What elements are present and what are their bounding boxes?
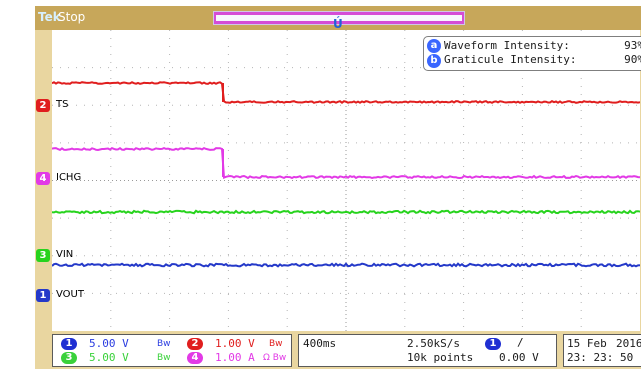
scope-window: Tek Stop Ú a Waveform Intensity: 93% b G… xyxy=(35,6,641,369)
date: 15 Feb xyxy=(567,337,607,350)
sample-rate: 2.50kS/s xyxy=(407,337,460,350)
acquisition-status: Stop xyxy=(58,10,85,24)
ch4-marker-icon[interactable]: 4 xyxy=(36,172,50,185)
info-a-icon: a xyxy=(427,39,441,53)
ch1-marker-icon[interactable]: 1 xyxy=(36,289,50,302)
trigger-slope-icon: / xyxy=(517,336,524,349)
ch2-scale: 1.00 V xyxy=(215,337,255,350)
time-per-div: 400ms xyxy=(303,337,336,350)
ch3-marker-icon[interactable]: 3 xyxy=(36,249,50,262)
ch3-scale: 5.00 V xyxy=(89,351,129,364)
ch3-label: VIN xyxy=(56,249,73,260)
waveform-intensity-value: 93% xyxy=(624,39,641,52)
ch4-label: ICHG xyxy=(56,172,81,183)
ch2-bw: Bw xyxy=(269,339,283,349)
channel-scales-box[interactable]: 1 5.00 V Bw 3 5.00 V Bw 2 1.00 V Bw 4 1.… xyxy=(52,334,292,367)
datetime-box: 15 Feb 2016 23: 23: 50 xyxy=(563,334,641,367)
trigger-source-icon: 1 xyxy=(485,338,501,350)
ch4-trace xyxy=(52,148,640,178)
ch1-scale: 5.00 V xyxy=(89,337,129,350)
ch1-bw: Bw xyxy=(157,339,171,349)
graticule xyxy=(52,30,640,331)
time: 23: 23: 50 xyxy=(567,351,633,364)
ch2-trace xyxy=(52,82,640,103)
ch2-scale-icon: 2 xyxy=(187,338,203,350)
ch1-label: VOUT xyxy=(56,289,84,300)
top-status-bar: Tek Stop Ú xyxy=(35,6,641,30)
ch3-scale-icon: 3 xyxy=(61,352,77,364)
info-b-icon: b xyxy=(427,54,441,68)
trigger-level: 0.00 V xyxy=(499,351,539,364)
timebase-box[interactable]: 400ms 2.50kS/s 10k points 1 / 0.00 V xyxy=(298,334,557,367)
graticule-intensity-label: Graticule Intensity: xyxy=(444,53,576,66)
ch1-trace xyxy=(52,264,640,267)
intensity-info-panel: a Waveform Intensity: 93% b Graticule In… xyxy=(423,36,641,71)
year: 2016 xyxy=(616,337,641,350)
ch4-scale: 1.00 A xyxy=(215,351,255,364)
waveform-intensity-label: Waveform Intensity: xyxy=(444,39,570,52)
ch1-scale-icon: 1 xyxy=(61,338,77,350)
graticule-intensity-value: 90% xyxy=(624,53,641,66)
graticule-svg xyxy=(52,30,640,331)
trigger-position-icon[interactable]: Ú xyxy=(333,17,343,31)
ch2-label: TS xyxy=(56,99,68,110)
ch4-bw: Ω Bw xyxy=(263,353,286,363)
record-length: 10k points xyxy=(407,351,473,364)
ch3-trace xyxy=(52,211,640,213)
ch2-marker-icon[interactable]: 2 xyxy=(36,99,50,112)
ch4-scale-icon: 4 xyxy=(187,352,203,364)
ch3-bw: Bw xyxy=(157,353,171,363)
bottom-readout-bar: 1 5.00 V Bw 3 5.00 V Bw 2 1.00 V Bw 4 1.… xyxy=(35,331,641,369)
